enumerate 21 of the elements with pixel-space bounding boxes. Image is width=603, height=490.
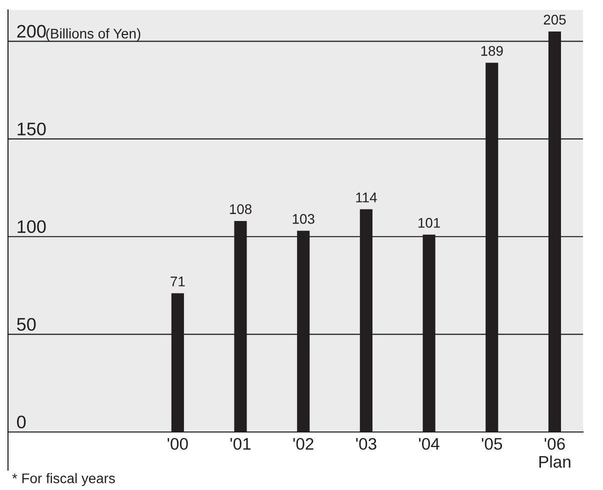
x-tick-label: '03: [356, 438, 376, 450]
y-tick-label: 200: [17, 24, 46, 38]
y-axis-title: (Billions of Yen): [46, 28, 140, 42]
data-label: 189: [481, 46, 503, 56]
x-tick-label: '00: [168, 438, 188, 450]
data-label: 101: [418, 218, 440, 228]
y-tick-label: 150: [18, 122, 46, 136]
x-tick-label: '02: [293, 438, 314, 450]
x-tick-label: '04: [419, 438, 440, 450]
data-label: 103: [292, 214, 314, 224]
y-tick-label: 50: [17, 318, 36, 331]
x-tick-label: '05: [482, 438, 502, 450]
data-label: 114: [356, 192, 377, 202]
data-label: 108: [230, 204, 252, 214]
text: * For fiscal years: [12, 473, 115, 486]
y-tick-label: 100: [18, 220, 46, 234]
y-tick-label: 0: [17, 416, 26, 428]
data-label: 205: [544, 14, 566, 25]
data-label: 71: [170, 276, 185, 286]
x-tick-label: '01: [230, 438, 251, 450]
x-tick-label: '06 Plan: [539, 438, 570, 468]
